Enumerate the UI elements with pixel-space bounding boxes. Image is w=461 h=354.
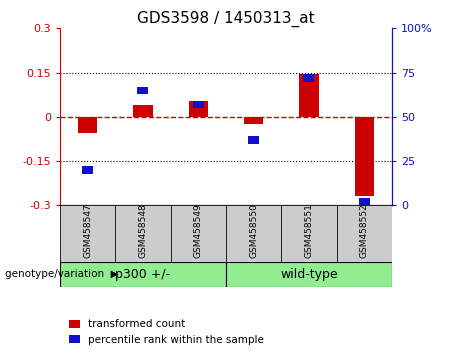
Text: genotype/variation  ▶: genotype/variation ▶ [5,269,118,279]
Bar [115,205,171,262]
Text: GSM458547: GSM458547 [83,204,92,258]
Bar [82,166,93,173]
Text: GSM458550: GSM458550 [249,203,258,258]
Text: GSM458552: GSM458552 [360,204,369,258]
Bar [248,136,259,143]
Text: wild-type: wild-type [280,268,337,281]
Bar [171,205,226,262]
Bar [281,205,337,262]
Bar [137,87,148,94]
Bar [133,105,153,117]
Bar [193,101,204,108]
Title: GDS3598 / 1450313_at: GDS3598 / 1450313_at [137,11,315,27]
Bar [60,205,115,262]
Bar [78,117,97,133]
Text: GSM458551: GSM458551 [304,203,313,258]
Bar [359,198,370,205]
Text: GSM458548: GSM458548 [138,204,148,258]
Bar [299,74,319,117]
Bar [189,101,208,117]
Bar [226,262,392,287]
Bar [60,262,226,287]
Legend: transformed count, percentile rank within the sample: transformed count, percentile rank withi… [65,315,268,349]
Bar [226,205,281,262]
Bar [355,117,374,196]
Text: p300 +/-: p300 +/- [115,268,171,281]
Bar [303,74,314,81]
Bar [337,205,392,262]
Text: GSM458549: GSM458549 [194,204,203,258]
Bar [244,117,263,124]
